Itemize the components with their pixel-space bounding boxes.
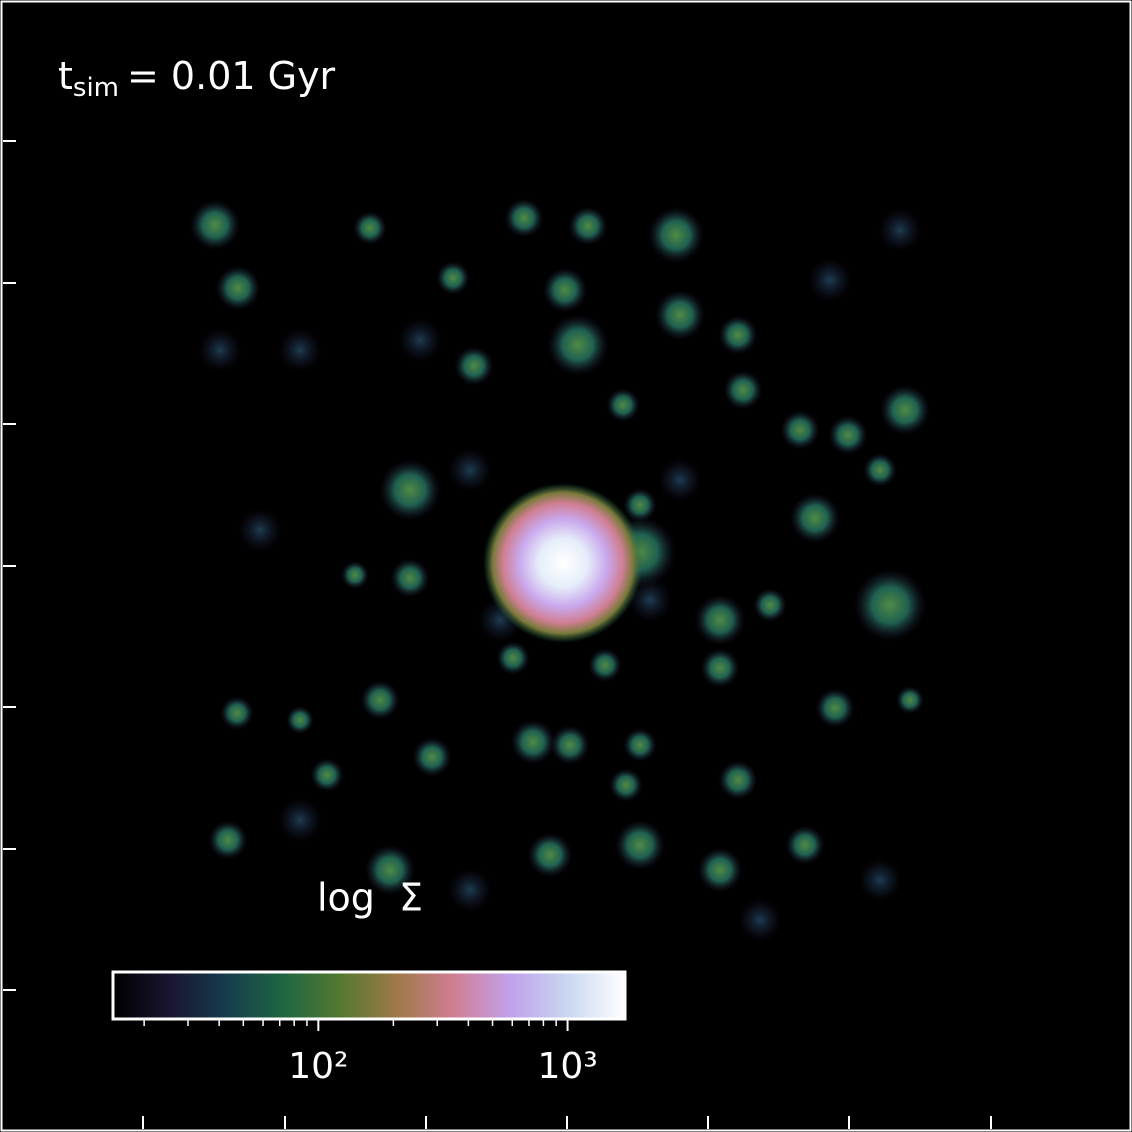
gas-clump [412, 737, 452, 777]
gas-clump [815, 688, 855, 728]
gas-clump [785, 825, 825, 865]
gas-clump [547, 314, 609, 376]
gas-clump [863, 453, 897, 487]
gas-clump [789, 492, 841, 544]
gas-clump [379, 459, 441, 521]
gas-clump [360, 680, 400, 720]
gas-clump [718, 315, 758, 355]
gas-clump [700, 648, 740, 688]
gas-clump [697, 847, 743, 893]
faint-gas [398, 318, 442, 362]
gas-clump [623, 488, 657, 522]
faint-gas [658, 458, 702, 502]
annotation-base: t [58, 54, 73, 98]
gas-clump [723, 370, 763, 410]
colorbar [111, 970, 627, 1021]
gas-clump [510, 719, 556, 765]
gas-clump [853, 568, 927, 642]
faint-gas [448, 448, 492, 492]
faint-gas [198, 328, 242, 372]
faint-gas [738, 898, 782, 942]
colorbar-tick-label: 10² [288, 1046, 348, 1087]
gas-clump [623, 728, 657, 762]
gas-clump [614, 819, 666, 871]
density-map [189, 198, 931, 942]
gas-clump [527, 832, 573, 878]
colorbar-tick-label: 10³ [537, 1046, 597, 1087]
faint-gas [238, 508, 282, 552]
gas-clump [609, 768, 643, 802]
faint-gas [278, 328, 322, 372]
gas-clump [606, 388, 640, 422]
gas-clump [568, 206, 608, 246]
faint-gas [628, 578, 672, 622]
faint-gas [448, 868, 492, 912]
gas-clump [189, 199, 241, 251]
gas-clump [353, 211, 387, 245]
gas-clump [286, 706, 314, 734]
gas-clump [215, 265, 261, 311]
gas-clump [753, 588, 787, 622]
gas-clump [550, 725, 590, 765]
gas-clump [718, 760, 758, 800]
gas-clump [220, 696, 254, 730]
faint-gas [278, 798, 322, 842]
gas-clump [208, 820, 248, 860]
gas-clump [896, 686, 924, 714]
gas-clump [364, 844, 416, 896]
gas-clump [879, 384, 931, 436]
gas-clump [504, 198, 544, 238]
gas-clump [828, 415, 868, 455]
annotation: tsim = 0.01 Gyr [58, 54, 336, 103]
gas-clump [390, 558, 430, 598]
colorbar-label: log Σ [317, 876, 423, 920]
gas-clump [454, 346, 494, 386]
gas-clump [694, 594, 746, 646]
axis-ticks [3, 140, 992, 1129]
gas-clump [780, 410, 820, 450]
gas-clump [542, 267, 588, 313]
faint-gas [878, 208, 922, 252]
faint-gas [808, 258, 852, 302]
annotation-text: = 0.01 Gyr [127, 54, 336, 98]
central-core [483, 483, 643, 643]
gas-clump [648, 207, 704, 263]
gas-clump [341, 561, 369, 589]
gas-clump [310, 758, 344, 792]
gas-clump [588, 648, 622, 682]
gas-clump [654, 289, 706, 341]
faint-gas [858, 858, 902, 902]
gas-clump [496, 641, 530, 675]
annotation-subscript: sim [73, 73, 119, 103]
gas-clump [436, 261, 470, 295]
